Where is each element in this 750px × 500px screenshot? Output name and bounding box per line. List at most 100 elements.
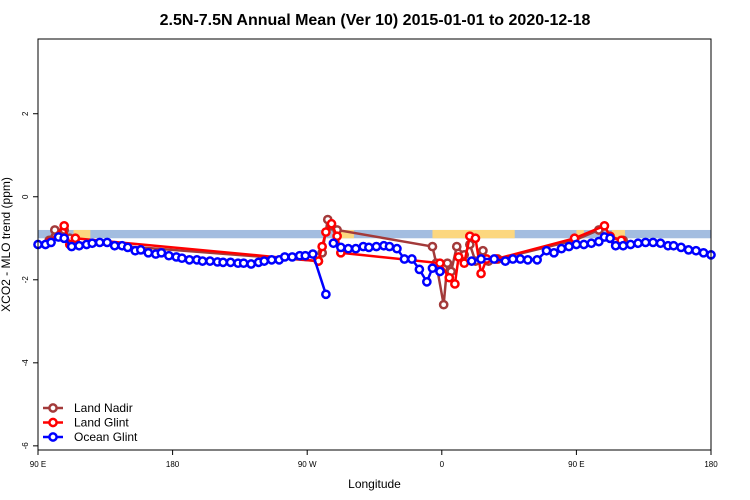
ocean-glint-point (586, 238, 597, 249)
ocean-glint-point (218, 257, 228, 268)
ocean-glint-point (392, 243, 402, 254)
y-tick-label: -6 (21, 442, 30, 450)
ocean-glint-point (287, 252, 298, 262)
ocean-glint-point (691, 245, 701, 256)
land-glint-point (321, 227, 331, 237)
ocean-glint-point (364, 242, 374, 253)
land-glint-point (453, 252, 464, 262)
ocean-glint-point (500, 256, 511, 266)
ocean-glint-point (109, 240, 120, 251)
ocean-glint-point (556, 243, 567, 254)
land-nadir-point (438, 299, 449, 310)
x-tick-label: 180 (704, 460, 718, 469)
ocean-glint-point (384, 241, 395, 252)
ocean-glint-point (489, 254, 499, 264)
ocean-glint-point (683, 245, 694, 255)
ocean-glint-point (279, 252, 290, 262)
legend-label-land-nadir: Land Nadir (74, 401, 133, 415)
land-nadir-point (427, 241, 438, 252)
ocean-glint-point (87, 238, 98, 249)
ocean-glint-point (238, 258, 249, 269)
ocean-glint-point (640, 237, 651, 248)
land-glint-point (332, 231, 342, 242)
land-glint-point (476, 268, 486, 279)
ocean-glint-point (336, 242, 346, 253)
land-glint-point (459, 258, 470, 269)
y-tick-label: -4 (21, 359, 30, 367)
ocean-glint-point (399, 254, 410, 264)
land-glint-point (70, 233, 81, 244)
plot-frame (37, 38, 712, 451)
ocean-glint-point (59, 233, 70, 244)
land-nadir-point (442, 258, 453, 269)
ocean-glint-point (549, 247, 559, 258)
land-band (337, 229, 354, 239)
ocean-glint-point (571, 239, 582, 250)
ocean-glint-point (350, 243, 361, 254)
x-axis: 90 E 180 90 W 0 90 E 180 (30, 450, 718, 469)
ocean-glint-point (102, 237, 113, 248)
ocean-glint-point (177, 253, 187, 264)
land-glint-point (317, 241, 328, 252)
legend-marker-land-glint (48, 417, 58, 428)
y-tick-label: 0 (21, 194, 30, 199)
x-tick-label: 180 (166, 460, 180, 469)
x-tick-label: 90 E (30, 460, 46, 469)
x-tick-label: 90 E (568, 460, 584, 469)
ocean-glint-point (427, 263, 438, 274)
ocean-glint-point (94, 237, 105, 248)
chart-title: 2.5N-7.5N Annual Mean (Ver 10) 2015-01-0… (160, 12, 591, 29)
ocean-glint-point (66, 241, 77, 252)
land-glint-point (450, 279, 460, 289)
ocean-glint-point (564, 241, 574, 252)
x-axis-label: Longitude (348, 477, 401, 491)
ocean-glint-point (307, 249, 318, 259)
ocean-glint-point (466, 256, 477, 266)
ocean-glint-point (633, 238, 643, 249)
x-tick-label: 0 (440, 460, 445, 469)
y-axis: -6 -4 -2 0 2 (21, 111, 38, 449)
ocean-glint-point (74, 240, 84, 251)
ocean-glint-point (668, 240, 679, 251)
land-glint-point (599, 220, 610, 231)
land-band (611, 229, 626, 239)
land-glint-point (435, 258, 445, 269)
ocean-glint-point (618, 240, 628, 251)
ocean-glint-point (164, 250, 174, 261)
ocean-glint-point (246, 259, 256, 269)
x-tick-label: 90 W (298, 460, 317, 469)
ocean-glint-point (300, 250, 311, 261)
y-tick-label: -2 (21, 276, 30, 284)
ocean-glint-point (266, 255, 277, 265)
land-nadir-point (49, 225, 60, 235)
y-axis-label: XCO2 - MLO trend (ppm) (0, 177, 13, 312)
ocean-glint-point (610, 240, 621, 251)
ocean-glint-point (156, 247, 167, 258)
ocean-glint-point (522, 255, 533, 265)
ocean-glint-point (225, 257, 236, 268)
ocean-glint-point (655, 238, 666, 249)
legend-marker-land-nadir (48, 403, 58, 413)
ocean-glint-point (321, 289, 331, 300)
ocean-band (38, 229, 711, 239)
ocean-glint-point (507, 254, 518, 264)
land-band (576, 229, 584, 239)
ocean-glint-point (532, 255, 542, 265)
ocean-glint-point (541, 245, 552, 256)
land-glint-point (444, 272, 455, 283)
legend-marker-ocean-glint (48, 432, 58, 442)
ocean-glint-point (698, 247, 709, 258)
ocean-glint-point (625, 239, 636, 250)
ocean-glint-point (184, 255, 195, 265)
ocean-glint-point (605, 233, 615, 244)
ocean-glint-point (205, 256, 215, 266)
series-layer (33, 214, 716, 310)
ocean-glint-point (421, 277, 432, 287)
land-nadir-point (451, 241, 462, 252)
legend-label-ocean-glint: Ocean Glint (74, 430, 138, 444)
ocean-glint-point (676, 242, 686, 253)
ocean-glint-point (407, 254, 417, 264)
land-glint-point (326, 218, 337, 229)
